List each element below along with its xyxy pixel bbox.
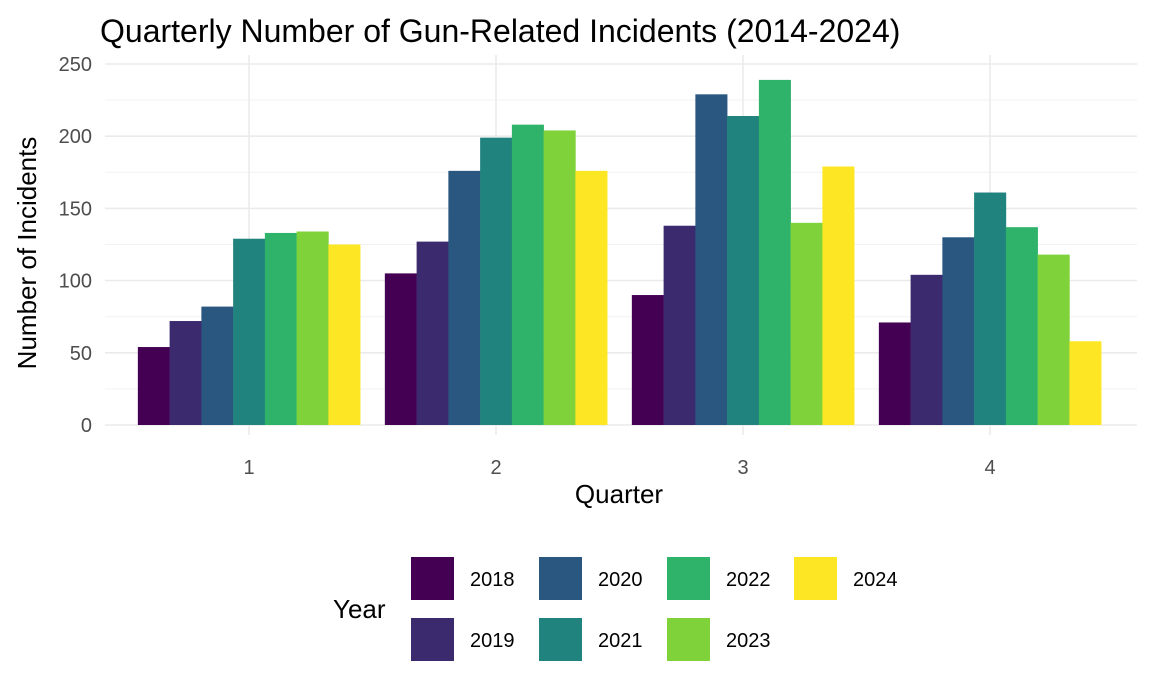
bar-2023-q2 bbox=[543, 130, 576, 425]
x-tick-label: 4 bbox=[984, 457, 995, 479]
bars bbox=[137, 79, 1102, 426]
bar-2021-q1 bbox=[233, 238, 266, 425]
bar-2019-q3 bbox=[663, 225, 696, 425]
y-tick-label: 50 bbox=[70, 343, 92, 365]
bar-2018-q2 bbox=[384, 273, 417, 425]
bar-2024-q2 bbox=[575, 170, 608, 425]
x-tick-label: 2 bbox=[490, 457, 501, 479]
bar-2020-q4 bbox=[942, 237, 975, 425]
bar-2022-q1 bbox=[264, 232, 297, 425]
legend-title: Year bbox=[333, 594, 386, 624]
bar-2024-q4 bbox=[1069, 341, 1102, 425]
chart-title: Quarterly Number of Gun-Related Incident… bbox=[100, 13, 900, 49]
y-axis-ticks: 0 50 100 150 200 250 bbox=[59, 54, 92, 437]
x-tick-label: 1 bbox=[243, 457, 254, 479]
bar-2018-q3 bbox=[631, 295, 664, 425]
x-axis-ticks: 1 2 3 4 bbox=[243, 457, 995, 479]
legend-swatch-2022 bbox=[667, 557, 710, 600]
legend-items: 2018 2019 2020 2021 2022 2023 2024 bbox=[411, 557, 898, 661]
bar-2022-q4 bbox=[1005, 227, 1038, 425]
legend-label-2021: 2021 bbox=[598, 630, 643, 652]
y-tick-label: 200 bbox=[59, 126, 92, 148]
bar-2023-q3 bbox=[790, 222, 823, 425]
bar-2024-q3 bbox=[822, 166, 855, 426]
bar-2020-q1 bbox=[201, 306, 234, 425]
bar-2021-q2 bbox=[480, 137, 513, 426]
bar-2019-q2 bbox=[416, 241, 449, 425]
legend-swatch-2019 bbox=[411, 618, 454, 661]
x-tick-label: 3 bbox=[737, 457, 748, 479]
bar-2019-q1 bbox=[169, 321, 202, 425]
legend-swatch-2020 bbox=[539, 557, 582, 600]
bar-2018-q4 bbox=[878, 322, 911, 425]
legend-swatch-2021 bbox=[539, 618, 582, 661]
legend-label-2019: 2019 bbox=[470, 630, 515, 652]
bar-2023-q4 bbox=[1037, 254, 1070, 425]
legend-label-2018: 2018 bbox=[470, 569, 515, 591]
legend-label-2024: 2024 bbox=[853, 569, 898, 591]
bar-2024-q1 bbox=[328, 244, 361, 425]
bar-2022-q2 bbox=[511, 124, 544, 425]
y-tick-label: 150 bbox=[59, 198, 92, 220]
y-tick-label: 100 bbox=[59, 271, 92, 293]
bar-2021-q3 bbox=[727, 115, 760, 425]
legend-label-2020: 2020 bbox=[598, 569, 643, 591]
y-tick-label: 250 bbox=[59, 54, 92, 76]
bar-2021-q4 bbox=[974, 192, 1007, 425]
bar-2023-q1 bbox=[296, 231, 329, 425]
bar-2019-q4 bbox=[910, 274, 943, 425]
legend-label-2022: 2022 bbox=[726, 569, 771, 591]
legend: Year 2018 2019 2020 2021 2022 2023 2024 bbox=[333, 557, 898, 661]
legend-label-2023: 2023 bbox=[726, 630, 771, 652]
bar-2022-q3 bbox=[758, 79, 791, 425]
x-axis-title: Quarter bbox=[575, 479, 663, 509]
bar-2020-q3 bbox=[695, 94, 728, 425]
y-axis-title: Number of Incidents bbox=[12, 137, 42, 370]
legend-swatch-2023 bbox=[667, 618, 710, 661]
bar-2020-q2 bbox=[448, 170, 481, 425]
legend-swatch-2018 bbox=[411, 557, 454, 600]
legend-swatch-2024 bbox=[794, 557, 837, 600]
bar-2018-q1 bbox=[137, 347, 170, 425]
y-tick-label: 0 bbox=[81, 415, 92, 437]
